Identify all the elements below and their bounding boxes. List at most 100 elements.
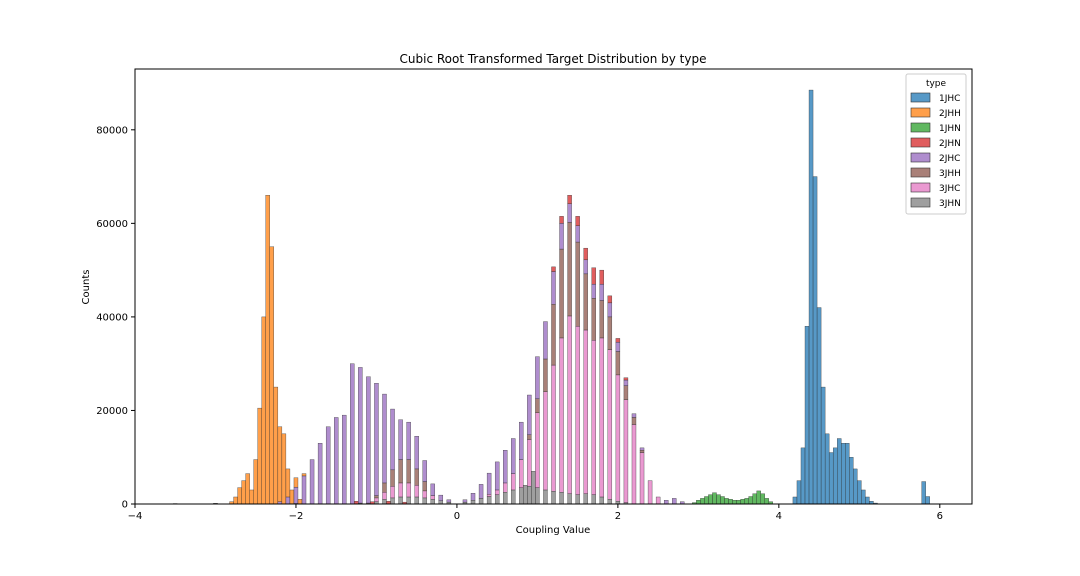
bar-3jhc — [608, 350, 612, 500]
bar-3jhc — [519, 460, 523, 488]
bar-2jhh — [286, 469, 290, 497]
bar-3jhc — [527, 439, 531, 486]
bar-3jhc — [423, 491, 427, 498]
bar-2jhc — [382, 394, 386, 483]
bar-2jhc — [535, 357, 539, 399]
bar-1jhn — [761, 494, 765, 504]
bar-2jhc — [672, 498, 676, 504]
bar-3jhc — [560, 338, 564, 492]
bar-2jhc — [302, 476, 306, 504]
bar-3jhc — [374, 498, 378, 502]
bar-2jhh — [238, 488, 242, 504]
bar-3jhn — [584, 494, 588, 504]
bar-3jhc — [592, 340, 596, 494]
bar-2jhc — [294, 487, 298, 503]
bar-2jhc — [399, 420, 403, 460]
bar-2jhh — [270, 247, 274, 504]
bar-2jhc — [439, 495, 443, 501]
bar-2jhh — [266, 195, 270, 504]
bar-3jhh — [640, 450, 644, 452]
bar-2jhn — [592, 268, 596, 284]
bar-1jhn — [712, 493, 716, 504]
bar-1jhn — [737, 500, 741, 504]
bar-2jhc — [560, 223, 564, 249]
x-tick-label: 0 — [454, 511, 460, 522]
bar-3jhn — [608, 499, 612, 504]
x-axis-label: Coupling Value — [516, 525, 591, 536]
bar-3jhh — [415, 469, 419, 485]
bar-3jhc — [535, 413, 539, 488]
bar-2jhc — [551, 272, 555, 305]
legend-swatch-2jhc — [911, 153, 930, 162]
bar-3jhn — [382, 499, 386, 504]
bar-2jhc — [664, 500, 668, 504]
bar-3jhc — [632, 424, 636, 504]
legend-label-2jhn: 2JHN — [939, 139, 961, 149]
bar-2jhc — [391, 409, 395, 470]
bar-1jhn — [716, 495, 720, 504]
bar-3jhn — [527, 486, 531, 504]
legend-label-2jhc: 2JHC — [939, 154, 960, 164]
bar-3jhn — [568, 494, 572, 504]
bar-1jhc — [922, 482, 926, 504]
bar-3jhn — [479, 498, 483, 504]
bar-3jhn — [407, 497, 411, 504]
bar-3jhc — [551, 365, 555, 491]
bar-3jhc — [487, 494, 491, 496]
bar-2jhc — [495, 462, 499, 490]
bar-3jhc — [576, 326, 580, 494]
legend-label-3jhc: 3JHC — [939, 184, 960, 194]
bar-3jhh — [608, 317, 612, 350]
bar-3jhh — [399, 460, 403, 483]
bar-3jhh — [624, 386, 628, 400]
bar-3jhc — [616, 375, 620, 501]
bar-3jhn — [503, 492, 507, 504]
bar-2jhc — [511, 439, 515, 474]
y-tick-label: 40000 — [96, 312, 128, 323]
bar-2jhh — [290, 490, 294, 504]
bar-3jhn — [560, 492, 564, 504]
bar-2jhh — [302, 474, 306, 476]
bar-3jhh — [407, 460, 411, 483]
bar-2jhn — [584, 248, 588, 260]
x-tick-label: −4 — [128, 511, 143, 522]
bar-1jhn — [704, 497, 708, 504]
bar-1jhc — [926, 497, 930, 504]
legend-label-1jhc: 1JHC — [939, 94, 960, 104]
bar-3jhc — [568, 316, 572, 494]
x-tick-label: 4 — [776, 511, 782, 522]
bar-3jhn — [471, 500, 475, 504]
bar-3jhn — [487, 497, 491, 504]
bar-2jhc — [503, 450, 507, 483]
bar-2jhc — [543, 322, 547, 359]
bar-1jhc — [861, 490, 865, 504]
bar-1jhc — [833, 448, 837, 504]
bar-2jhc — [487, 473, 491, 494]
bar-1jhc — [857, 481, 861, 504]
bar-2jhc — [584, 260, 588, 274]
bar-3jhc — [391, 486, 395, 498]
bar-3jhn — [576, 495, 580, 504]
bar-2jhh — [258, 408, 262, 504]
bar-1jhn — [720, 497, 724, 504]
bar-2jhh — [242, 481, 246, 504]
legend-label-3jhn: 3JHN — [939, 199, 961, 209]
chart-title: Cubic Root Transformed Target Distributi… — [400, 52, 707, 66]
bar-2jhn — [608, 296, 612, 303]
bar-1jhc — [817, 308, 821, 504]
bar-1jhn — [725, 498, 729, 504]
bar-3jhn — [495, 495, 499, 504]
bar-3jhh — [374, 496, 378, 498]
bar-1jhc — [821, 387, 825, 504]
y-tick-label: 60000 — [96, 219, 128, 230]
bar-2jhc — [286, 497, 290, 504]
bar-1jhn — [765, 498, 769, 504]
bar-1jhc — [829, 453, 833, 504]
bar-3jhc — [399, 483, 403, 497]
y-tick-label: 0 — [122, 500, 128, 511]
bar-3jhc — [600, 338, 604, 497]
bar-3jhh — [543, 359, 547, 392]
x-tick-label: 6 — [937, 511, 943, 522]
bar-2jhh — [250, 490, 254, 504]
bar-3jhc — [640, 453, 644, 504]
